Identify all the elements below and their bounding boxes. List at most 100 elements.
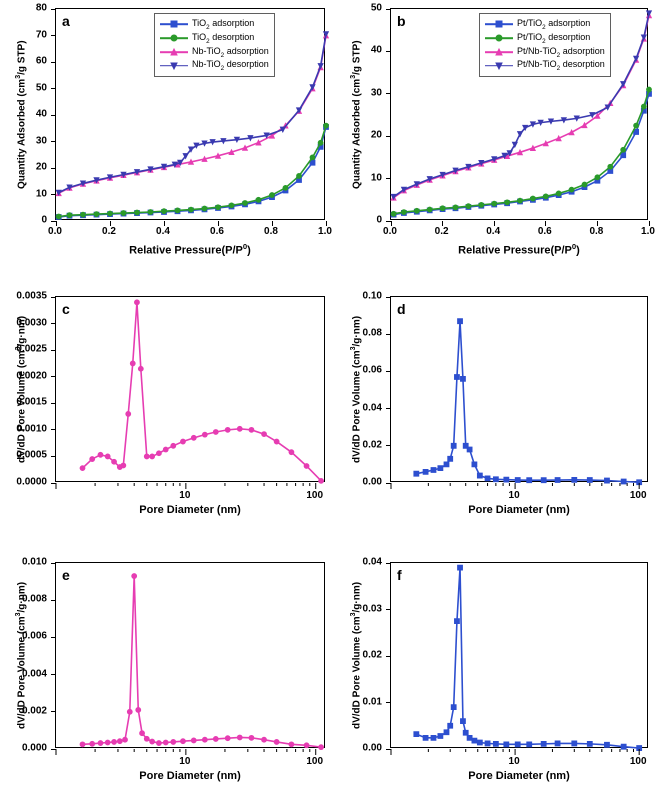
series-marker-0 (604, 742, 609, 747)
panel-c-plot: c (55, 296, 325, 482)
y-tick: 0.0000 (16, 477, 47, 488)
series-marker-0 (80, 742, 85, 747)
series-marker-0 (136, 707, 141, 712)
y-tick: 0.02 (363, 650, 382, 661)
x-tick: 0.4 (156, 226, 170, 237)
series-marker-0 (448, 456, 453, 461)
series-marker-1 (391, 211, 396, 216)
series-marker-1 (414, 208, 419, 213)
series-marker-0 (467, 735, 472, 740)
series-marker-0 (163, 447, 168, 452)
series-marker-1 (229, 203, 234, 208)
series-marker-1 (283, 185, 288, 190)
panel-e-svg (56, 563, 326, 749)
series-marker-0 (202, 432, 207, 437)
y-tick: 0.0035 (16, 291, 47, 302)
series-marker-0 (249, 735, 254, 740)
panel-b-letter: b (397, 13, 406, 29)
y-tick: 30 (36, 135, 47, 146)
series-marker-0 (123, 737, 128, 742)
series-marker-0 (138, 366, 143, 371)
x-tick: 1.0 (318, 226, 332, 237)
y-tick: 80 (36, 3, 47, 14)
series-marker-0 (171, 739, 176, 744)
y-tick: 0.00 (363, 743, 382, 754)
x-tick: 10 (179, 490, 190, 501)
series-marker-1 (297, 173, 302, 178)
series-marker-1 (148, 209, 153, 214)
series-marker-0 (504, 477, 509, 482)
y-tick: 10 (36, 188, 47, 199)
series-marker-0 (541, 478, 546, 483)
panel-a-letter: a (62, 13, 70, 29)
y-tick: 20 (371, 130, 382, 141)
series-marker-0 (493, 741, 498, 746)
x-tick: 10 (509, 756, 520, 767)
series-marker-1 (518, 198, 523, 203)
series-marker-0 (225, 427, 230, 432)
x-tick: 0.0 (48, 226, 62, 237)
series-marker-3 (647, 11, 652, 16)
series-marker-0 (472, 738, 477, 743)
series-marker-0 (274, 439, 279, 444)
series-marker-0 (414, 471, 419, 476)
legend-label: TiO2 adsorption (192, 18, 254, 31)
series-marker-0 (423, 735, 428, 740)
series-marker-0 (117, 739, 122, 744)
panel-c-letter: c (62, 301, 70, 317)
panel-e-plot: e (55, 562, 325, 748)
series-marker-1 (108, 211, 113, 216)
series-line-0 (416, 568, 639, 748)
series-marker-0 (541, 741, 546, 746)
y-tick: 0.04 (363, 557, 382, 568)
series-marker-0 (444, 730, 449, 735)
series-marker-1 (641, 104, 646, 109)
series-marker-0 (451, 705, 456, 710)
y-tick: 0.000 (22, 743, 47, 754)
series-line-0 (83, 302, 322, 481)
x-tick: 100 (306, 756, 323, 767)
x-tick: 0.0 (383, 226, 397, 237)
y-tick: 0.010 (22, 557, 47, 568)
series-marker-0 (127, 709, 132, 714)
series-marker-1 (175, 208, 180, 213)
series-marker-0 (454, 374, 459, 379)
series-line-0 (83, 576, 322, 747)
series-marker-0 (587, 478, 592, 483)
series-marker-0 (262, 432, 267, 437)
series-marker-1 (189, 207, 194, 212)
series-marker-0 (98, 741, 103, 746)
series-marker-0 (191, 435, 196, 440)
legend-row: TiO2 desorption (160, 32, 269, 45)
y-tick: 60 (36, 56, 47, 67)
series-marker-0 (112, 459, 117, 464)
series-marker-1 (595, 175, 600, 180)
series-marker-0 (191, 738, 196, 743)
series-marker-0 (237, 426, 242, 431)
series-marker-0 (458, 319, 463, 324)
series-marker-0 (477, 473, 482, 478)
figure-root: a TiO2 adsorptionTiO2 desorptionNb-TiO2 a… (0, 0, 663, 806)
panel-f-xlabel: Pore Diameter (nm) (468, 770, 569, 782)
series-marker-0 (493, 477, 498, 482)
panel-a-legend: TiO2 adsorptionTiO2 desorptionNb-TiO2 ad… (154, 13, 275, 77)
series-marker-1 (202, 206, 207, 211)
series-marker-0 (105, 454, 110, 459)
series-marker-0 (438, 466, 443, 471)
series-marker-0 (105, 740, 110, 745)
legend-label: Pt/TiO2 desorption (517, 32, 590, 45)
series-marker-0 (289, 450, 294, 455)
series-marker-1 (162, 209, 167, 214)
series-marker-1 (505, 200, 510, 205)
series-marker-0 (156, 451, 161, 456)
y-tick: 0.06 (363, 365, 382, 376)
series-marker-0 (202, 737, 207, 742)
series-marker-0 (134, 300, 139, 305)
panel-c-svg (56, 297, 326, 483)
series-marker-0 (213, 429, 218, 434)
series-marker-0 (515, 478, 520, 483)
panel-b-plot: bPt/TiO2 adsorptionPt/TiO2 desorptionPt/… (390, 8, 648, 220)
series-marker-1 (256, 197, 261, 202)
series-marker-0 (144, 454, 149, 459)
x-tick: 100 (630, 490, 647, 501)
